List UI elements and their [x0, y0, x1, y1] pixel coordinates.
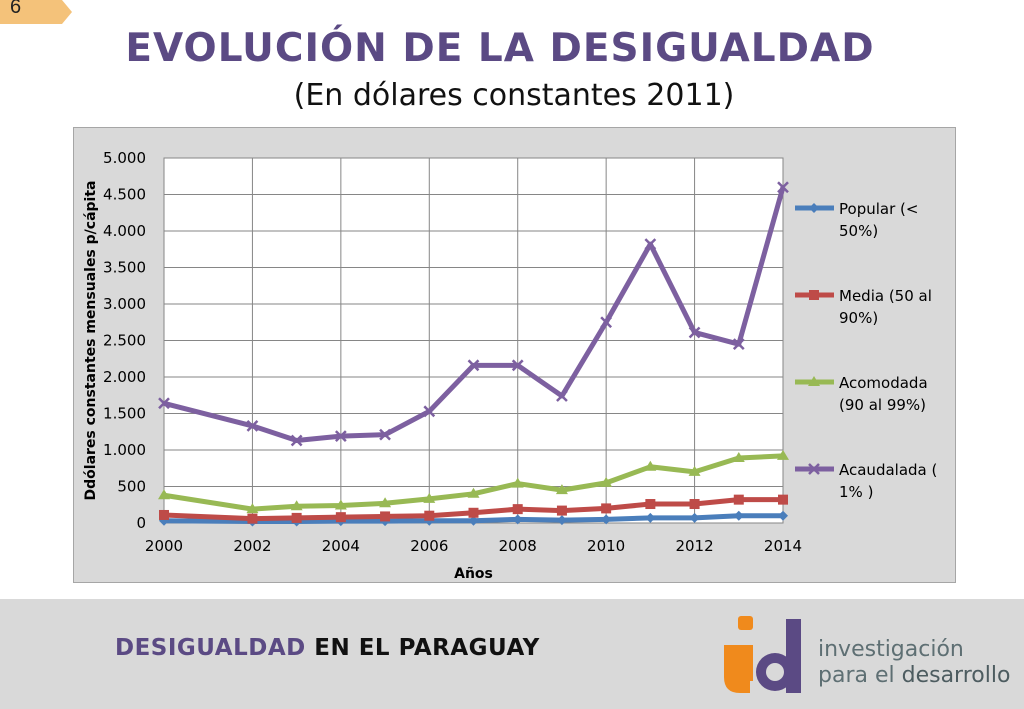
legend-label: 90%) [839, 309, 878, 327]
data-point [159, 510, 169, 520]
data-point [469, 508, 479, 518]
id-logo-icon [722, 615, 812, 695]
id-logo: investigación para el desarrollo [722, 615, 1012, 695]
data-point [513, 504, 523, 514]
data-point [424, 511, 434, 521]
line-chart: 0 500 1.000 1.500 2.000 2.500 3.000 3.500 4.000 4… [74, 128, 955, 582]
data-point [690, 499, 700, 509]
y-tick-label: 1.000 [103, 441, 146, 459]
data-point [778, 495, 788, 505]
y-tick-label: 4.500 [103, 186, 146, 204]
slide-title: EVOLUCIÓN DE LA DESIGUALDAD [0, 26, 1000, 71]
data-point [809, 290, 819, 300]
y-tick-label: 5.000 [103, 149, 146, 167]
legend-label: 50%) [839, 222, 878, 240]
data-point [557, 506, 567, 516]
chart-area: 0 500 1.000 1.500 2.000 2.500 3.000 3.500 4.000 4… [73, 127, 956, 583]
x-tick-label: 2006 [410, 537, 448, 555]
y-axis-label: Ddólares constantes mensuales p/cápita [83, 181, 99, 501]
x-tick-label: 2012 [675, 537, 713, 555]
y-tick-label: 0 [136, 514, 146, 532]
y-tick-label: 3.500 [103, 259, 146, 277]
y-tick-label: 3.000 [103, 295, 146, 313]
slide-number-tab: 6 [0, 0, 72, 24]
slide-number: 6 [10, 0, 21, 19]
x-tick-label: 2004 [322, 537, 360, 555]
y-tick-label: 2.000 [103, 368, 146, 386]
data-point [645, 499, 655, 509]
slide-subtitle: (En dólares constantes 2011) [0, 78, 1024, 113]
legend-label: Popular (< [839, 200, 918, 218]
y-tick-label: 4.000 [103, 222, 146, 240]
legend-label: Acomodada [839, 374, 928, 392]
footer-caption: DESIGUALDAD EN EL PARAGUAY [115, 635, 540, 661]
legend-label: 1% ) [839, 483, 873, 501]
data-point [336, 512, 346, 522]
y-tick-label: 500 [117, 478, 146, 496]
footer: DESIGUALDAD EN EL PARAGUAY investigación… [0, 599, 1024, 709]
data-point [734, 495, 744, 505]
footer-highlight: DESIGUALDAD [115, 635, 306, 661]
legend-label: Acaudalada ( [839, 461, 937, 479]
data-point [247, 514, 257, 524]
data-point [380, 511, 390, 521]
legend-label: Media (50 al [839, 287, 932, 305]
data-point [292, 513, 302, 523]
y-tick-label: 2.500 [103, 332, 146, 350]
legend-label: (90 al 99%) [839, 396, 926, 414]
x-tick-label: 2010 [587, 537, 625, 555]
x-tick-label: 2002 [233, 537, 271, 555]
footer-rest: EN EL PARAGUAY [306, 635, 540, 661]
y-tick-label: 1.500 [103, 405, 146, 423]
logo-text-line2: para el desarrollo [818, 663, 1010, 688]
x-tick-label: 2014 [764, 537, 802, 555]
data-point [601, 503, 611, 513]
x-axis-label: Años [454, 566, 493, 582]
data-point [809, 203, 819, 213]
logo-text-line1: investigación [818, 637, 964, 662]
x-tick-label: 2000 [145, 537, 183, 555]
logo-text-para-el: para el [818, 663, 902, 688]
logo-text-desarrollo: desarrollo [902, 663, 1011, 688]
x-tick-label: 2008 [499, 537, 537, 555]
